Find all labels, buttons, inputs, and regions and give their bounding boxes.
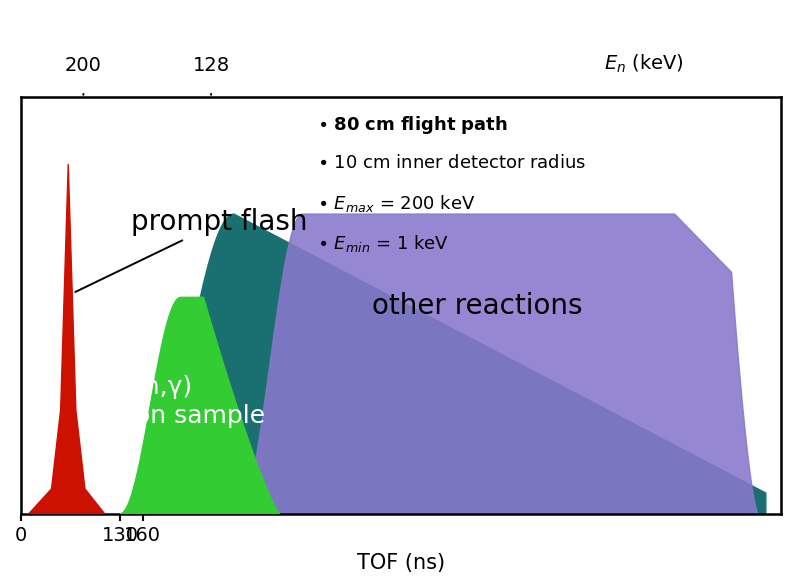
- Polygon shape: [139, 214, 766, 514]
- Text: $\bullet$ $E_{min}$ = 1 keV: $\bullet$ $E_{min}$ = 1 keV: [318, 233, 450, 254]
- Text: (n,γ)
on sample: (n,γ) on sample: [135, 375, 265, 428]
- Text: $E_n$ (keV): $E_n$ (keV): [604, 52, 685, 75]
- Text: 128: 128: [193, 56, 230, 75]
- Polygon shape: [29, 164, 105, 514]
- Text: 200: 200: [65, 56, 102, 75]
- Text: prompt flash: prompt flash: [76, 208, 308, 292]
- Polygon shape: [238, 214, 759, 514]
- Text: other reactions: other reactions: [372, 292, 583, 320]
- X-axis label: TOF (ns): TOF (ns): [357, 553, 445, 573]
- Text: $\bullet$ 10 cm inner detector radius: $\bullet$ 10 cm inner detector radius: [318, 153, 587, 172]
- Polygon shape: [120, 298, 279, 514]
- Text: $\bullet$ $\bf{80\ cm\ flight\ path}$: $\bullet$ $\bf{80\ cm\ flight\ path}$: [318, 114, 508, 136]
- Text: $\bullet$ $E_{max}$ = 200 keV: $\bullet$ $E_{max}$ = 200 keV: [318, 193, 476, 214]
